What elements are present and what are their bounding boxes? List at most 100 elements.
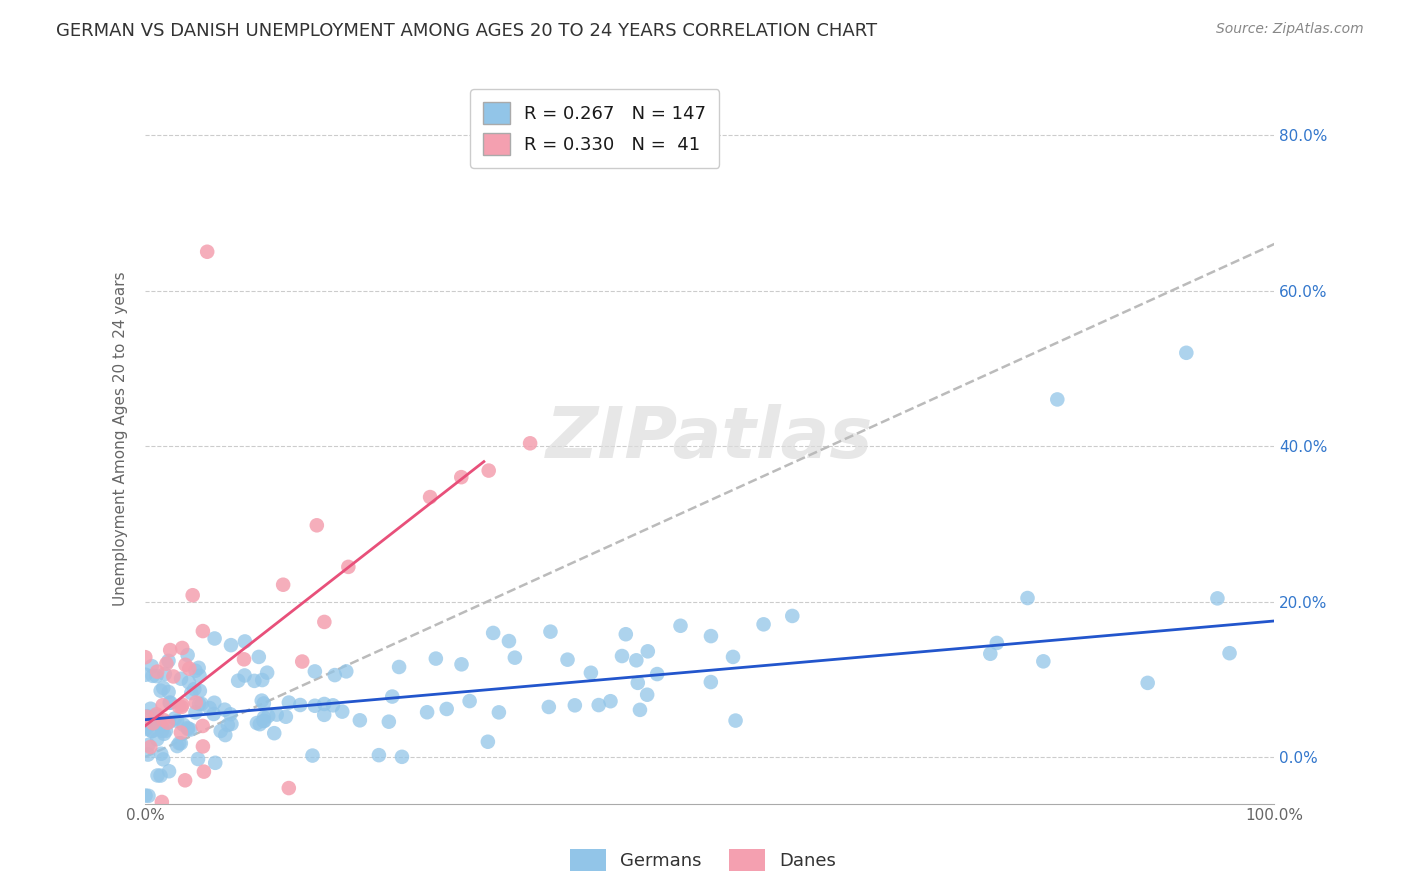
Text: ZIPatlas: ZIPatlas — [546, 404, 873, 473]
Point — [1175, 346, 1198, 360]
Point — [174, 657, 197, 672]
Point — [187, 752, 209, 766]
Point — [142, 716, 165, 731]
Point — [150, 747, 173, 761]
Point — [190, 697, 212, 711]
Point — [450, 657, 472, 672]
Point — [314, 707, 336, 722]
Point — [669, 619, 692, 633]
Point — [187, 661, 209, 675]
Point — [219, 707, 242, 722]
Point — [170, 725, 193, 739]
Point — [166, 714, 188, 728]
Point — [305, 518, 328, 533]
Point — [145, 709, 167, 723]
Point — [188, 697, 211, 711]
Point — [243, 673, 266, 688]
Point — [247, 649, 270, 664]
Point — [627, 676, 650, 690]
Point — [378, 714, 401, 729]
Point — [181, 588, 204, 602]
Point — [150, 723, 173, 738]
Point — [579, 665, 602, 680]
Point — [136, 738, 159, 752]
Point — [290, 698, 312, 712]
Point — [180, 686, 202, 700]
Point — [335, 665, 357, 679]
Point — [157, 764, 180, 779]
Point — [214, 703, 236, 717]
Point — [179, 723, 201, 737]
Point — [626, 653, 648, 667]
Point — [458, 694, 481, 708]
Point — [214, 728, 236, 742]
Point — [191, 739, 214, 754]
Point — [155, 657, 177, 671]
Point — [166, 739, 188, 753]
Point — [322, 698, 344, 713]
Point — [193, 764, 215, 779]
Point — [419, 490, 441, 504]
Point — [177, 722, 200, 736]
Point — [537, 700, 560, 714]
Point — [700, 675, 723, 690]
Point — [425, 651, 447, 665]
Point — [721, 649, 744, 664]
Point — [167, 699, 190, 714]
Point — [256, 665, 278, 680]
Point — [135, 789, 157, 803]
Point — [184, 696, 207, 710]
Point — [610, 648, 633, 663]
Point — [136, 747, 159, 762]
Point — [253, 714, 276, 728]
Point — [1219, 646, 1241, 660]
Point — [170, 700, 193, 714]
Point — [172, 640, 194, 655]
Point — [266, 707, 288, 722]
Point — [337, 560, 360, 574]
Point — [191, 624, 214, 638]
Point — [291, 655, 314, 669]
Point — [277, 696, 299, 710]
Point — [146, 768, 169, 782]
Point — [204, 756, 226, 770]
Point — [141, 715, 163, 730]
Point — [134, 650, 156, 665]
Point — [172, 698, 194, 712]
Point — [184, 664, 207, 678]
Point — [416, 705, 439, 719]
Point — [557, 653, 579, 667]
Point — [519, 436, 541, 450]
Point — [179, 662, 201, 676]
Point — [141, 724, 163, 739]
Point — [301, 748, 323, 763]
Legend: R = 0.267   N = 147, R = 0.330   N =  41: R = 0.267 N = 147, R = 0.330 N = 41 — [471, 89, 718, 168]
Point — [477, 735, 499, 749]
Point — [257, 709, 280, 723]
Point — [135, 722, 157, 736]
Point — [503, 650, 526, 665]
Point — [146, 732, 169, 747]
Point — [157, 685, 180, 699]
Point — [204, 632, 226, 646]
Point — [153, 667, 176, 681]
Point — [249, 717, 271, 731]
Point — [780, 609, 803, 624]
Point — [986, 636, 1008, 650]
Point — [252, 673, 274, 687]
Point — [724, 714, 747, 728]
Point — [170, 736, 193, 750]
Point — [198, 701, 221, 715]
Point — [153, 727, 176, 741]
Point — [253, 697, 276, 711]
Point — [233, 668, 256, 682]
Point — [163, 711, 186, 725]
Point — [183, 682, 205, 697]
Point — [277, 780, 299, 795]
Point — [226, 673, 249, 688]
Point — [152, 752, 174, 766]
Point — [482, 626, 505, 640]
Point — [152, 681, 174, 695]
Point — [167, 736, 190, 750]
Point — [498, 634, 520, 648]
